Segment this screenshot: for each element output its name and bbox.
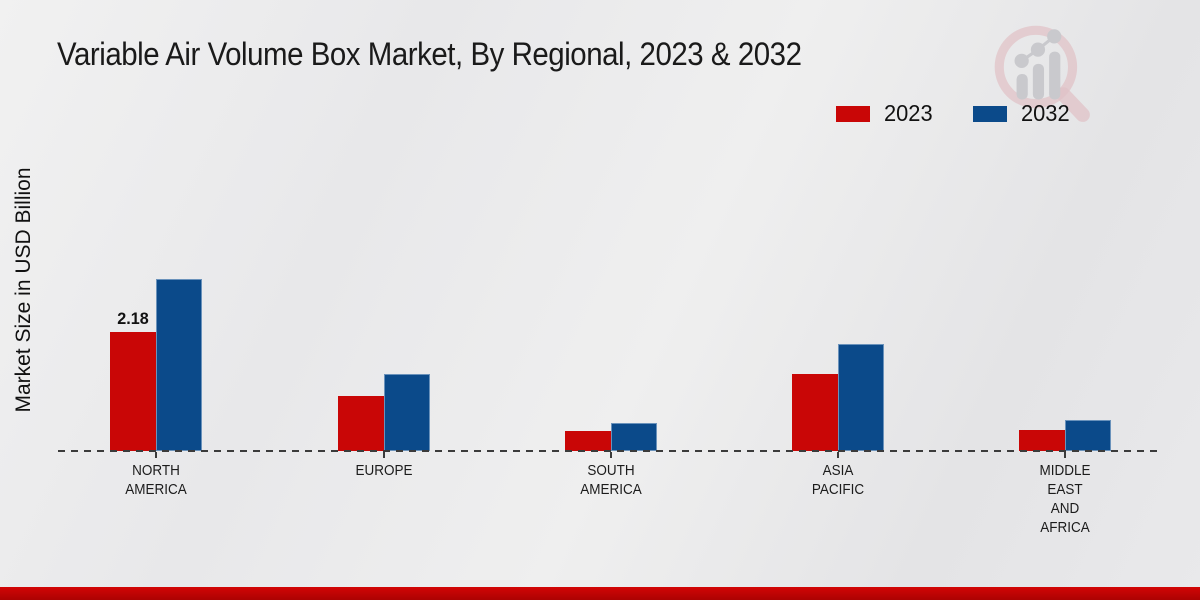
bar-2023-south-america xyxy=(564,431,611,451)
zero-baseline-dashed xyxy=(58,450,1160,452)
x-axis-tick-middle-east-and-africa xyxy=(1064,452,1066,458)
x-axis-tick-europe xyxy=(382,452,385,458)
x-axis-tick-asia-pacific xyxy=(837,452,839,458)
data-label-north-america-2023: 2.18 xyxy=(117,309,149,328)
x-axis-tick-north-america xyxy=(155,452,157,458)
bar-2032-north-america xyxy=(156,279,202,451)
bar-2032-europe xyxy=(383,374,430,451)
footer-accent-bar xyxy=(0,587,1200,600)
x-axis-label-middle-east-and-africa: MIDDLE EAST AND AFRICA xyxy=(1039,462,1091,536)
bar-2032-south-america xyxy=(610,423,657,451)
x-axis-label-south-america: SOUTH AMERICA xyxy=(579,462,642,498)
legend-label-2032: 2032 xyxy=(1021,100,1070,126)
legend-swatch-2023 xyxy=(836,105,870,122)
bar-2023-europe xyxy=(337,396,384,451)
x-axis-label-asia-pacific: ASIA PACIFIC xyxy=(811,462,865,498)
bar-2032-middle-east-and-africa xyxy=(1065,420,1111,451)
legend-swatch-2032 xyxy=(973,105,1008,122)
x-axis-label-north-america: NORTH AMERICA xyxy=(125,462,187,498)
bar-2023-asia-pacific xyxy=(792,374,838,451)
x-axis-tick-south-america xyxy=(609,452,612,458)
bar-2023-middle-east-and-africa xyxy=(1019,430,1065,451)
magnifier-bar-chart-logo-icon xyxy=(994,25,1090,122)
bar-2023-north-america xyxy=(110,332,156,451)
legend-label-2023: 2023 xyxy=(884,100,933,126)
x-axis-label-europe: EUROPE xyxy=(354,462,413,479)
chart-title: Variable Air Volume Box Market, By Regio… xyxy=(57,36,802,72)
legend: 2023 2032 xyxy=(836,100,1072,127)
bar-2032-asia-pacific xyxy=(838,344,884,451)
